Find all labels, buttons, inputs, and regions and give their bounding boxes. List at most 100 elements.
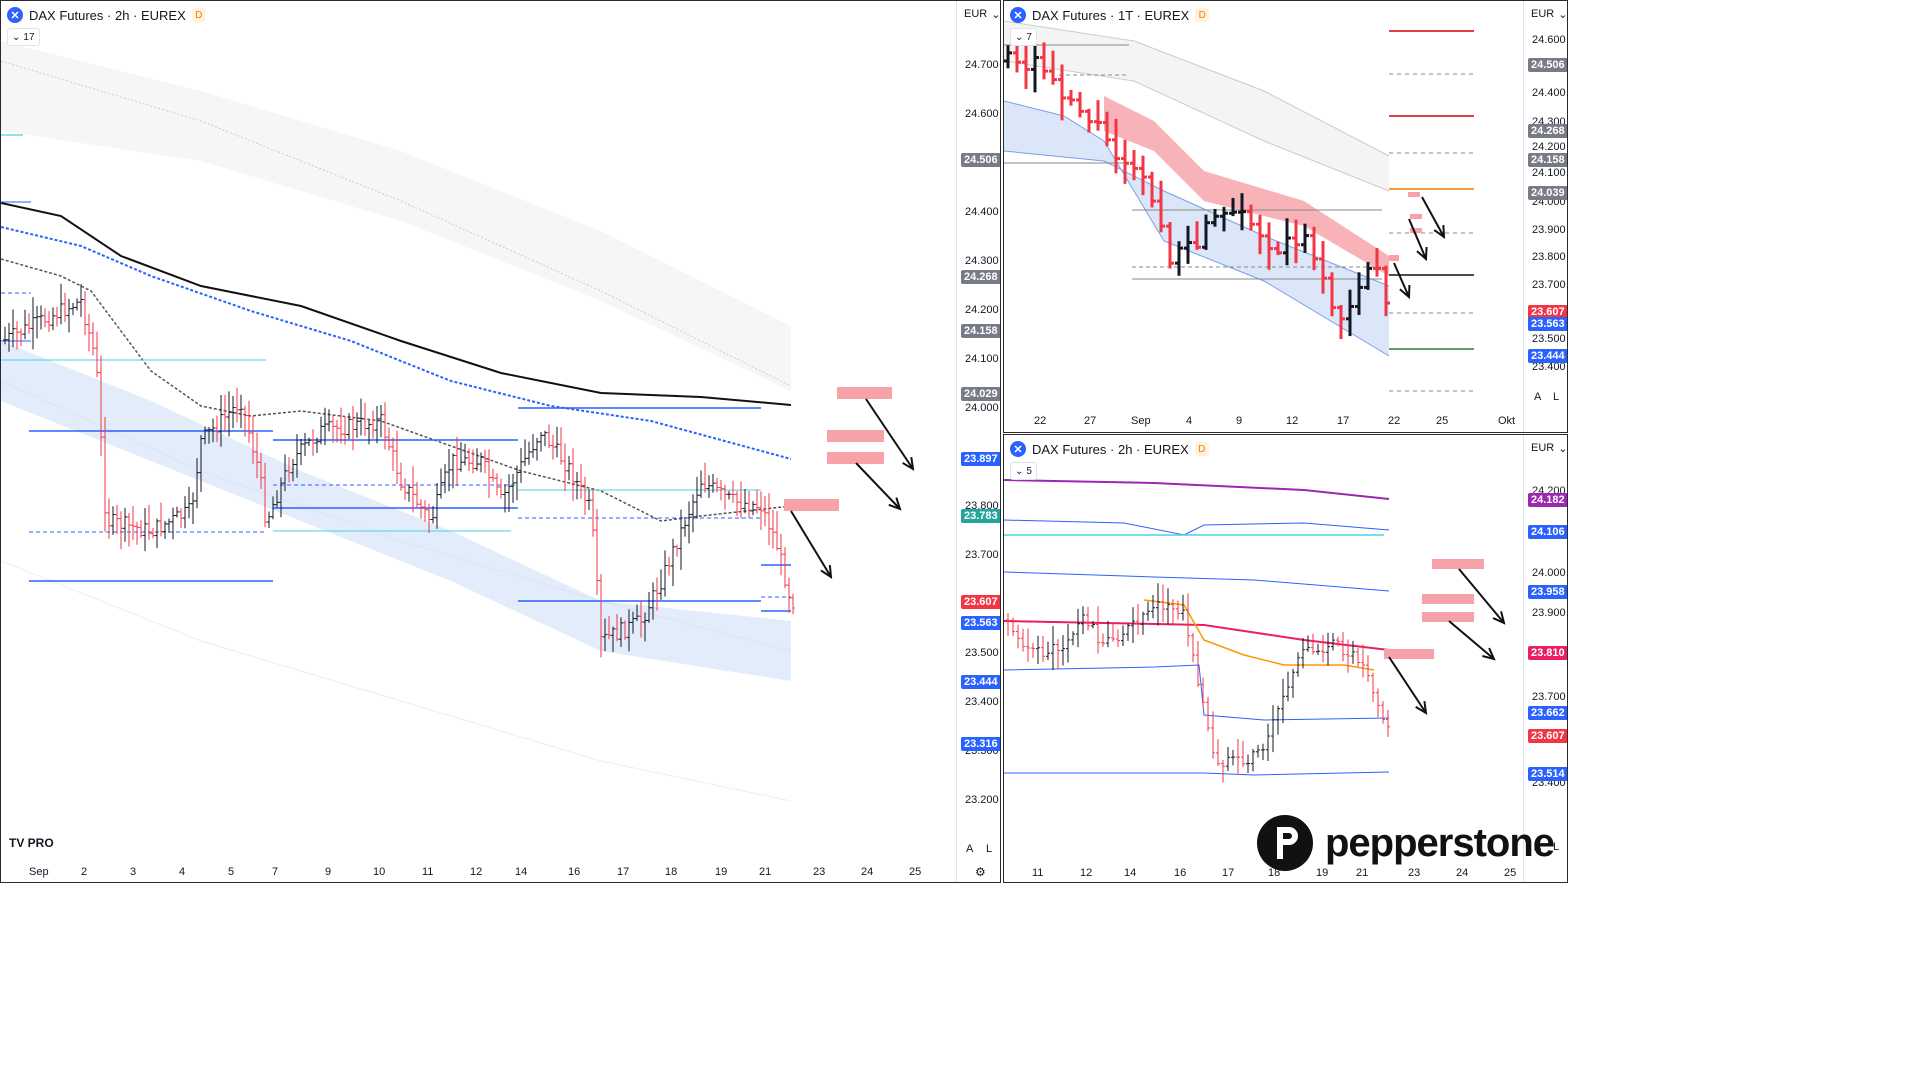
price-bar xyxy=(787,577,791,613)
price-bar xyxy=(339,407,343,444)
price-bar xyxy=(219,395,223,447)
price-bar xyxy=(1321,634,1325,663)
intraday-chart-canvas[interactable] xyxy=(1004,435,1568,883)
price-tag: 23.563 xyxy=(1528,317,1567,331)
price-bar xyxy=(571,448,575,501)
settings-gear-icon[interactable]: ⚙ xyxy=(975,865,986,879)
price-axis[interactable] xyxy=(1523,435,1567,882)
price-bar xyxy=(371,410,375,439)
price-bar xyxy=(1246,754,1250,774)
date-label: 24 xyxy=(1456,867,1469,879)
price-bar xyxy=(639,600,643,638)
price-bar xyxy=(651,582,655,620)
data-badge: D xyxy=(1195,8,1210,22)
outer-upper-line xyxy=(1004,20,1390,157)
price-bar xyxy=(1191,632,1195,662)
date-label: 27 xyxy=(1084,415,1097,427)
price-bar xyxy=(723,484,727,510)
price-bar xyxy=(1292,219,1300,264)
price-bar xyxy=(191,492,195,524)
price-bar xyxy=(1076,608,1080,648)
price-label: 24.600 xyxy=(965,108,999,120)
price-bar xyxy=(695,476,699,519)
price-bar xyxy=(135,521,139,545)
price-bar xyxy=(131,506,135,540)
price-bar xyxy=(1382,265,1390,317)
log-scale-button[interactable]: L xyxy=(986,843,993,855)
indicator-toggle[interactable]: ⌄ 17 xyxy=(7,28,40,46)
price-bar xyxy=(511,473,515,503)
intraday-title[interactable]: DAX Futures · 2h · EUREX xyxy=(1032,441,1189,457)
currency-select[interactable]: EUR ⌄ xyxy=(964,5,1000,23)
price-bar xyxy=(119,511,123,550)
price-label: 23.400 xyxy=(1532,361,1566,373)
price-bar xyxy=(147,504,151,540)
daily-title[interactable]: DAX Futures · 1T · EUREX xyxy=(1032,7,1190,23)
symbol-icon[interactable]: ✕ xyxy=(1010,441,1026,457)
price-bar xyxy=(1056,639,1060,669)
price-bar xyxy=(643,612,647,642)
price-bar xyxy=(183,496,187,529)
log-scale-button[interactable]: L xyxy=(1553,391,1560,403)
date-label: 17 xyxy=(617,866,630,878)
auto-scale-button[interactable]: A xyxy=(1534,841,1542,853)
price-bar xyxy=(215,415,219,443)
price-bar xyxy=(295,434,299,478)
auto-scale-button[interactable]: A xyxy=(1534,391,1542,403)
daily-chart-panel[interactable]: ✕ DAX Futures · 1T · EUREX D ⌄ 7 EUR ⌄ 24.… xyxy=(1003,0,1568,433)
auto-scale-button[interactable]: A xyxy=(966,843,974,855)
down-arrow-icon xyxy=(855,462,902,511)
price-bar xyxy=(751,501,755,516)
price-bar xyxy=(319,416,323,445)
log-scale-button[interactable]: L xyxy=(1553,841,1560,853)
price-bar xyxy=(1351,640,1355,664)
price-bar xyxy=(551,434,555,460)
indicator-toggle[interactable]: ⌄ 5 xyxy=(1010,462,1037,480)
price-label: 23.700 xyxy=(965,549,999,561)
price-bar xyxy=(1076,91,1084,118)
price-tag: 23.563 xyxy=(961,616,1000,630)
price-bar xyxy=(375,405,379,444)
date-label: 18 xyxy=(665,866,678,878)
price-bar xyxy=(67,298,71,333)
price-bar xyxy=(1238,193,1246,231)
currency-select[interactable]: EUR ⌄ xyxy=(1531,5,1567,23)
date-label: 4 xyxy=(179,866,186,878)
main-chart-canvas[interactable] xyxy=(1,1,1001,883)
price-bar xyxy=(1166,222,1174,269)
date-label: 5 xyxy=(228,866,235,878)
date-label: 12 xyxy=(1080,867,1093,879)
price-bar xyxy=(1201,677,1205,707)
daily-chart-canvas[interactable] xyxy=(1004,1,1568,433)
price-axis[interactable] xyxy=(1523,1,1567,432)
price-bar xyxy=(115,504,119,535)
down-arrow-icon xyxy=(1421,196,1446,240)
currency-select[interactable]: EUR ⌄ xyxy=(1531,439,1567,457)
price-bar xyxy=(419,499,423,519)
blue-band-line xyxy=(1004,100,1390,357)
symbol-icon[interactable]: ✕ xyxy=(7,7,23,23)
price-bar xyxy=(1376,688,1380,718)
price-axis[interactable] xyxy=(956,1,1000,882)
price-bar xyxy=(683,519,687,537)
indicator-toggle[interactable]: ⌄ 7 xyxy=(1010,28,1037,46)
price-bar xyxy=(747,490,751,518)
symbol-icon[interactable]: ✕ xyxy=(1010,7,1026,23)
price-bar xyxy=(763,495,767,527)
price-label: 24.400 xyxy=(965,206,999,218)
price-bar xyxy=(539,432,543,452)
price-bar xyxy=(691,494,695,533)
blue-band-line xyxy=(1004,664,1390,721)
down-arrow-icon xyxy=(1448,620,1496,661)
price-bar xyxy=(1386,709,1390,737)
main-chart-panel[interactable]: ✕ DAX Futures · 2h · EUREX D ⌄ 17 EUR ⌄ 24… xyxy=(0,0,1001,883)
price-bar xyxy=(299,438,303,466)
dotted-envelope-line xyxy=(1,60,792,387)
price-bar xyxy=(1221,760,1225,783)
intraday-chart-panel[interactable]: ✕ DAX Futures · 2h · EUREX D ⌄ 5 EUR ⌄ 24.… xyxy=(1003,434,1568,883)
price-bar xyxy=(1101,633,1105,647)
price-bar xyxy=(1231,749,1235,766)
price-bar xyxy=(1336,636,1340,647)
price-bar xyxy=(447,449,451,492)
main-title[interactable]: DAX Futures · 2h · EUREX xyxy=(29,7,186,23)
